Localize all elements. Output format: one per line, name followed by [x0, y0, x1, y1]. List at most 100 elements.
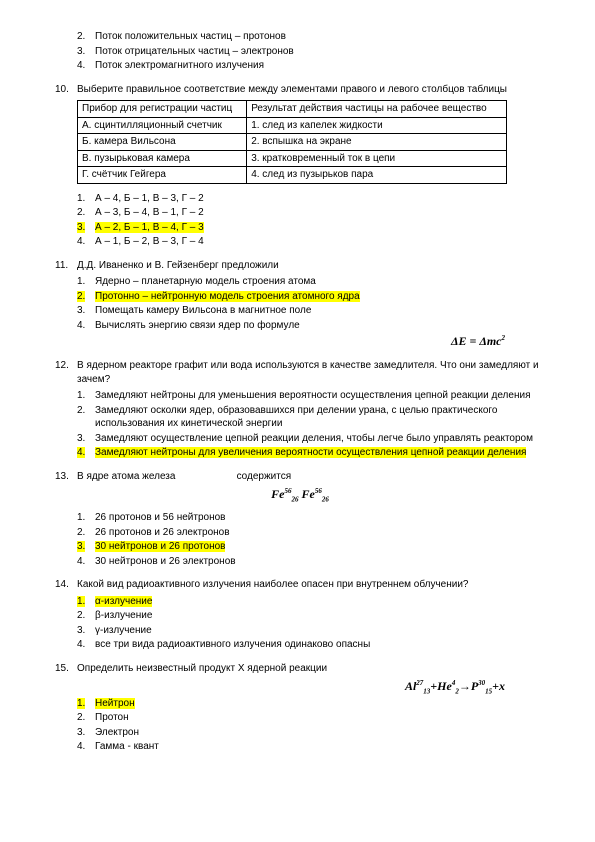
answer-option: 3.γ-излучение [77, 624, 545, 638]
opt-num: 1. [77, 511, 95, 525]
opt-num: 4. [77, 638, 95, 652]
opt-text: Помещать камеру Вильсона в магнитное пол… [95, 304, 545, 318]
opt-text: А – 1, Б – 2, В – 3, Г – 4 [95, 235, 545, 249]
q-text: В ядре атома железа содержится [77, 470, 545, 484]
opt-num: 4. [77, 740, 95, 754]
opt-num: 2. [77, 290, 95, 304]
answer-option: 1.Нейтрон [77, 697, 545, 711]
opt-text: Поток отрицательных частиц – электронов [95, 45, 545, 59]
opt-num: 1. [77, 697, 95, 711]
cell: 2. вспышка на экране [247, 134, 507, 151]
opt-num: 2. [77, 30, 95, 44]
cell: 1. след из капелек жидкости [247, 117, 507, 134]
opt-num: 2. [77, 404, 95, 431]
top-continuation: 2.Поток положительных частиц – протонов3… [55, 30, 545, 73]
opt-num: 3. [77, 624, 95, 638]
opt-num: 4. [77, 235, 95, 249]
answer-option: 3.30 нейтронов и 26 протонов [77, 540, 545, 554]
answer-option: 3.Замедляют осуществление цепной реакции… [77, 432, 545, 446]
opt-text: Замедляют осуществление цепной реакции д… [95, 432, 545, 446]
cell: Г. счётчик Гейгера [78, 167, 247, 184]
cell: 4. след из пузырьков пара [247, 167, 507, 184]
answer-option: 2.Замедляют осколки ядер, образовавшихся… [77, 404, 545, 431]
opt-text: Поток положительных частиц – протонов [95, 30, 545, 44]
opt-text: α-излучение [95, 595, 545, 609]
opt-text: Замедляют нейтроны для уменьшения вероят… [95, 389, 545, 403]
opt-text: А – 2, Б – 1, В – 4, Г – 3 [95, 221, 545, 235]
q-number: 14. [55, 578, 77, 592]
opt-num: 1. [77, 595, 95, 609]
q-text: Какой вид радиоактивного излучения наибо… [77, 578, 545, 592]
question-15: 15. Определить неизвестный продукт X яде… [55, 662, 545, 754]
answer-option: 2.Поток положительных частиц – протонов [77, 30, 545, 44]
formula-fe: Fe5626 Fe5626 [55, 486, 545, 505]
t2: содержится [237, 471, 292, 482]
opt-text: Поток электромагнитного излучения [95, 59, 545, 73]
answer-option: 4.А – 1, Б – 2, В – 3, Г – 4 [77, 235, 545, 249]
answer-option: 2.26 протонов и 26 электронов [77, 526, 545, 540]
question-10: 10. Выберите правильное соответствие меж… [55, 83, 545, 249]
opt-text: Замедляют осколки ядер, образовавшихся п… [95, 404, 545, 431]
opt-text: Нейтрон [95, 697, 545, 711]
t1: В ядре атома железа [77, 471, 175, 482]
opt-num: 4. [77, 555, 95, 569]
opt-num: 2. [77, 526, 95, 540]
answer-option: 3.Помещать камеру Вильсона в магнитное п… [77, 304, 545, 318]
opt-text: Гамма - квант [95, 740, 545, 754]
answer-option: 1.Ядерно – планетарную модель строения а… [77, 275, 545, 289]
q-number: 10. [55, 83, 77, 97]
opt-num: 3. [77, 45, 95, 59]
answer-option: 1.А – 4, Б – 1, В – 3, Г – 2 [77, 192, 545, 206]
opt-text: β-излучение [95, 609, 545, 623]
cell: Б. камера Вильсона [78, 134, 247, 151]
opt-num: 3. [77, 540, 95, 554]
q-number: 12. [55, 359, 77, 386]
answer-option: 2.А – 3, Б – 4, В – 1, Г – 2 [77, 206, 545, 220]
q-text: В ядерном реакторе графит или вода испол… [77, 359, 545, 386]
opt-num: 1. [77, 275, 95, 289]
opt-num: 3. [77, 221, 95, 235]
q-number: 15. [55, 662, 77, 676]
answer-option: 4.Вычислять энергию связи ядер по формул… [77, 319, 545, 333]
opt-text: Электрон [95, 726, 545, 740]
opt-text: γ-излучение [95, 624, 545, 638]
question-11: 11. Д.Д. Иваненко и В. Гейзенберг предло… [55, 259, 545, 350]
answer-option: 4.Поток электромагнитного излучения [77, 59, 545, 73]
question-13: 13. В ядре атома железа содержится Fe562… [55, 470, 545, 568]
answer-option: 3.Электрон [77, 726, 545, 740]
opt-text: Замедляют нейтроны для увеличения вероят… [95, 446, 545, 460]
answer-option: 4.30 нейтронов и 26 электронов [77, 555, 545, 569]
q-number: 13. [55, 470, 77, 484]
th1: Прибор для регистрации частиц [78, 101, 247, 118]
opt-text: все три вида радиоактивного излучения од… [95, 638, 545, 652]
answer-option: 4.Гамма - квант [77, 740, 545, 754]
cell: А. сцинтилляционный счетчик [78, 117, 247, 134]
opt-num: 3. [77, 726, 95, 740]
opt-text: 30 нейтронов и 26 протонов [95, 540, 545, 554]
q-text: Выберите правильное соответствие между э… [77, 83, 545, 97]
opt-num: 2. [77, 711, 95, 725]
opt-text: Протон [95, 711, 545, 725]
q-text: Д.Д. Иваненко и В. Гейзенберг предложили [77, 259, 545, 273]
question-14: 14. Какой вид радиоактивного излучения н… [55, 578, 545, 652]
question-12: 12. В ядерном реакторе графит или вода и… [55, 359, 545, 460]
opt-text: Ядерно – планетарную модель строения ато… [95, 275, 545, 289]
opt-num: 3. [77, 432, 95, 446]
answer-option: 4.все три вида радиоактивного излучения … [77, 638, 545, 652]
match-table: Прибор для регистрации частицРезультат д… [77, 100, 507, 184]
opt-text: 26 протонов и 26 электронов [95, 526, 545, 540]
opt-num: 3. [77, 304, 95, 318]
opt-num: 4. [77, 59, 95, 73]
opt-num: 4. [77, 319, 95, 333]
opt-text: 26 протонов и 56 нейтронов [95, 511, 545, 525]
cell: В. пузырьковая камера [78, 150, 247, 167]
opt-text: Вычислять энергию связи ядер по формуле [95, 319, 545, 333]
answer-option: 1.α-излучение [77, 595, 545, 609]
q-number: 11. [55, 259, 77, 273]
opt-num: 2. [77, 206, 95, 220]
answer-option: 2.Протонно – нейтронную модель строения … [77, 290, 545, 304]
th2: Результат действия частицы на рабочее ве… [247, 101, 507, 118]
answer-option: 3.А – 2, Б – 1, В – 4, Г – 3 [77, 221, 545, 235]
opt-num: 1. [77, 192, 95, 206]
answer-option: 3.Поток отрицательных частиц – электроно… [77, 45, 545, 59]
